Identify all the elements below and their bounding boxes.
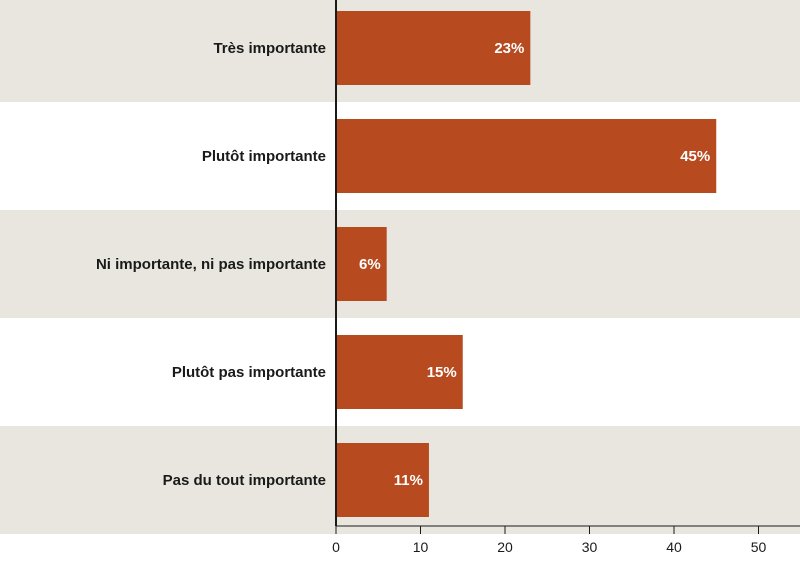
category-label: Plutôt importante [202,148,326,165]
category-label: Plutôt pas importante [172,364,326,381]
x-tick-label: 30 [582,539,598,555]
bar [336,227,387,301]
bar [336,119,717,193]
row-band [0,210,800,318]
category-labels: Très importante Plutôt importante Ni impor… [96,40,326,489]
value-label: 6% [359,256,381,273]
x-tick-label: 50 [751,539,767,555]
category-label: Ni importante, ni pas importante [96,256,326,273]
bar [336,11,531,85]
bar [336,335,463,409]
x-tick-label: 10 [413,539,429,555]
value-label: 45% [680,148,710,165]
x-axis: 0 10 20 30 40 50 [332,0,800,555]
value-labels: 23% 45% 6% 15% 11% [359,40,710,489]
x-tick-label: 0 [332,539,340,555]
value-label: 11% [394,472,423,489]
value-label: 15% [427,364,457,381]
value-label: 23% [494,40,524,57]
bars [336,11,717,517]
x-tick-label: 20 [497,539,513,555]
category-label: Pas du tout importante [163,472,326,489]
bar [336,443,429,517]
x-tick-label: 40 [666,539,682,555]
category-label: Très importante [213,40,326,57]
